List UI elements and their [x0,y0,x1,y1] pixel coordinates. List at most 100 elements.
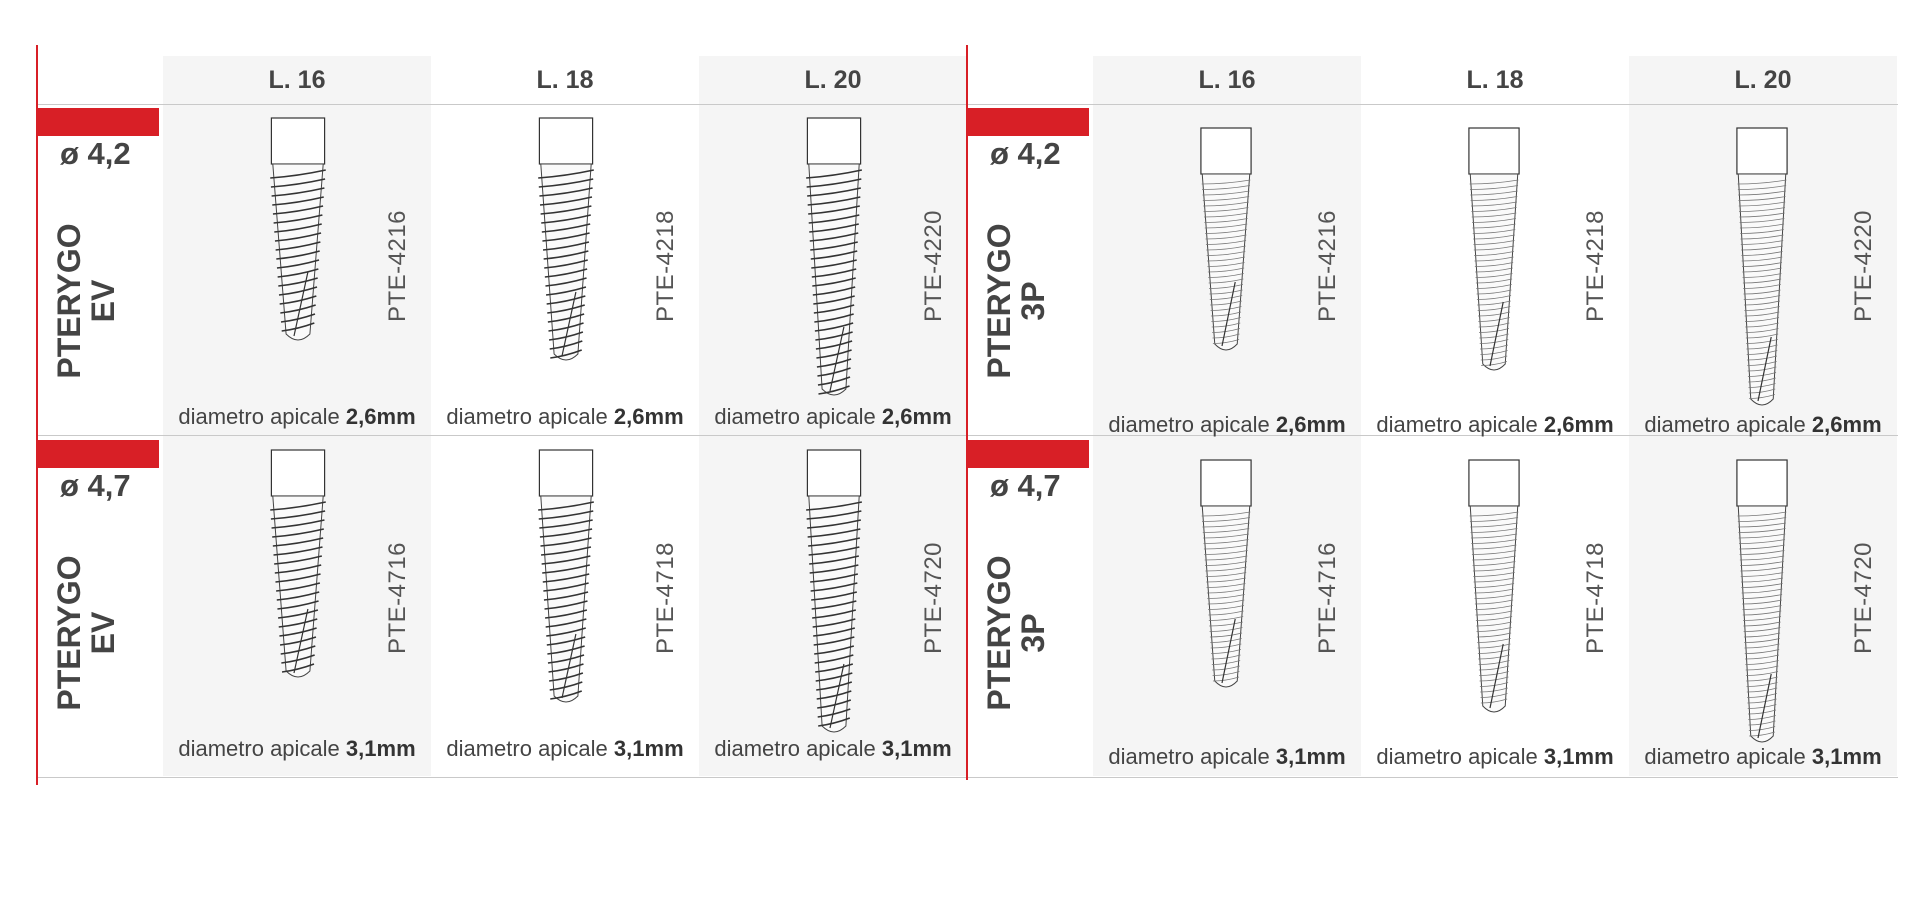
implant-body [272,495,324,678]
product-code: PTE-4220 [1844,166,1884,366]
implant-thread [1745,665,1779,671]
implant-thread [278,286,318,296]
implant-thread [1469,511,1519,517]
implant-thread [1472,566,1516,572]
implant-thread [1746,687,1778,693]
implant-thread [1475,273,1513,278]
implant-thread [1208,616,1244,621]
implant-thread [1210,643,1242,649]
implant-thread [816,681,853,691]
implant-thread [538,501,594,511]
implant-thread [1477,311,1511,317]
implant-thread [1738,522,1786,528]
implant-thread [546,295,586,305]
implant-drawing [270,117,326,341]
implant-thread [1743,627,1781,632]
product-code: PTE-4718 [1576,498,1616,698]
implant-thread [812,286,856,296]
apical-value: 2,6mm [345,404,416,429]
implant-drawing [1468,127,1520,371]
implant-thread [1749,394,1776,399]
implant-groove [829,326,845,392]
implant-thread [1741,577,1784,583]
implant-thread [1737,185,1787,190]
implant-thread [813,627,856,637]
implant-thread [1203,544,1249,550]
implant-groove [1221,281,1236,347]
implant-thread [273,214,323,224]
implant-thread [541,214,591,224]
implant-thread [272,528,324,538]
implant-thread [1480,350,1508,355]
implant-thread [814,322,854,332]
dental-implant-icon [1729,126,1795,416]
implant-thread [1473,583,1515,588]
dental-implant-icon [263,116,333,351]
product-code: PTE-4218 [646,166,686,366]
implant-collar [538,117,594,165]
implant-thread [1476,621,1512,627]
implant-thread [1742,273,1782,278]
product-family-label: PTERYGO EV [51,166,121,436]
implant-thread [1470,190,1518,196]
implant-thread [1202,522,1250,528]
dental-implant-icon [1193,458,1259,698]
implant-thread [1471,550,1517,555]
implant-thread [814,654,854,664]
implant-thread [1745,660,1779,665]
product-code-text: PTE-4716 [1314,541,1341,655]
product-code-text: PTE-4720 [1850,541,1877,655]
dental-implant-icon [263,448,333,688]
product-family-text: PTERYGO EV [51,555,121,710]
implant-thread [1737,517,1787,522]
implant-thread [273,546,323,556]
implant-thread [549,681,583,691]
apical-label: diametro apicale [1644,412,1806,437]
implant-thread [815,663,854,673]
implant-thread [812,618,856,628]
product-code: PTE-4218 [1576,166,1616,366]
implant-thread [1474,599,1514,605]
implant-thread [1209,627,1243,632]
implant-thread [1742,278,1782,284]
implant-thread [539,519,593,529]
implant-thread [1747,372,1777,377]
implant-thread [1744,306,1780,311]
implant-thread [1745,328,1779,333]
row-divider [38,435,968,436]
apical-label: diametro apicale [1376,744,1538,769]
implant-thread [1744,643,1780,649]
implant-thread [1481,361,1508,366]
apical-label: diametro apicale [446,404,608,429]
implant-thread [1472,223,1516,229]
implant-thread [1748,388,1776,394]
implant-thread [1210,300,1242,306]
product-code: PTE-4716 [1308,498,1348,698]
implant-thread [1476,284,1512,289]
implant-thread [1473,577,1515,583]
implant-thread [278,609,319,619]
implant-thread [281,322,315,332]
apical-label: diametro apicale [1108,412,1270,437]
implant-collar [806,449,862,497]
implant-thread [1211,654,1241,660]
implant-thread [1203,201,1249,207]
implant-thread [1739,218,1785,223]
implant-thread [540,537,592,547]
implant-thread [1202,196,1250,201]
implant-drawing [1468,459,1520,713]
dental-implant-icon [1461,126,1527,381]
implant-thread [1746,676,1778,682]
implant-thread [811,259,857,269]
implant-thread [1472,561,1516,566]
row-divider [38,777,968,778]
product-family-label: PTERYGO EV [51,498,121,768]
implant-groove [561,633,577,699]
implant-thread [538,510,594,520]
implant-thread [1738,533,1786,539]
implant-drawing [1200,127,1252,351]
implant-collar [1736,127,1788,175]
product-code: PTE-4720 [914,498,954,698]
column-header: L. 18 [1466,65,1524,94]
implant-thread [1738,190,1786,196]
